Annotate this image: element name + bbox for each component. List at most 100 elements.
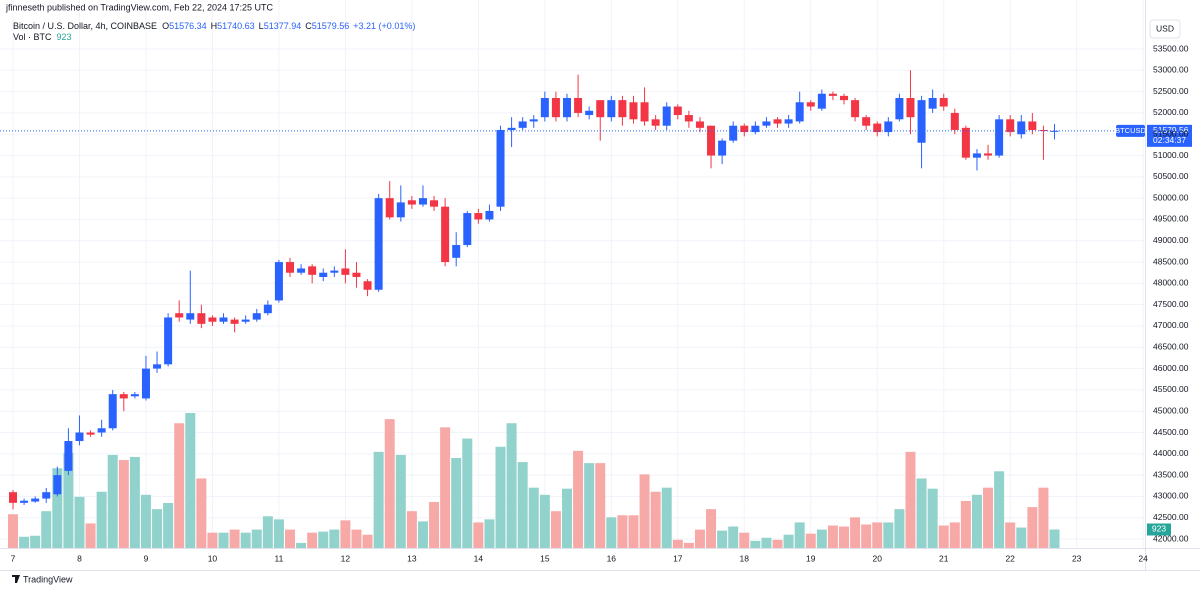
candle-body [928,98,937,109]
candle-body [939,98,948,107]
x-tick-label: 19 [806,553,816,563]
candle-body [817,93,826,109]
volume-bar [528,487,539,548]
candle-body [873,123,882,133]
volume-bar [451,458,462,548]
candle-body [75,432,84,442]
candle-body [119,394,128,399]
volume-bar [52,468,63,548]
candle-body [474,213,483,220]
volume-bar [484,519,495,548]
legend-ohlc-label: O [162,21,169,31]
y-tick-label: 53000.00 [1153,65,1189,75]
currency-box[interactable] [1149,19,1181,39]
volume-bar [329,529,340,548]
candle-body [884,121,893,133]
volume-bar [85,523,96,548]
volume-bar [1016,527,1027,548]
candle-body [1028,121,1037,130]
candle-body [430,200,439,207]
candle-body [707,125,716,156]
y-tick-label: 53500.00 [1153,43,1189,53]
legend-ohlc-value: 51377.94 [264,21,302,31]
volume-bar [883,522,894,548]
y-tick-label: 44000.00 [1153,448,1189,458]
volume-pane [8,413,1060,548]
currency-label[interactable]: USD [1156,23,1174,33]
volume-bar [373,451,384,548]
candle-body [297,268,306,273]
x-tick-label: 22 [1005,553,1015,563]
x-tick-label: 7 [11,553,16,563]
volume-bar [562,488,572,548]
candle-body [563,98,571,118]
candle-body [153,364,162,369]
legend-volume-name: Vol · BTC [13,32,52,42]
volume-bar [1005,522,1016,548]
price-tag: 51579.56 [1153,125,1189,135]
candle-body [175,313,184,318]
candle-body [363,281,372,290]
y-tick-label: 42500.00 [1153,512,1189,522]
volume-bar [251,529,262,548]
volume-bar [739,532,750,548]
candle-body [64,441,73,471]
symbol-tag-bg [1116,124,1145,137]
volume-bar [717,530,728,548]
legend-change: +3.21 (+0.01%) [353,21,415,31]
candle-body [518,121,527,128]
x-tick-label: 24 [1138,553,1148,563]
volume-bar [196,478,207,548]
candle-body [862,117,871,126]
volume-bar [229,529,240,548]
x-tick-label: 12 [341,553,351,563]
volume-bar [262,516,273,548]
volume-bar [296,542,307,548]
y-tick-label: 42000.00 [1153,533,1189,543]
candle-body [496,129,505,207]
countdown: 02:34:37 [1153,135,1186,145]
candle-body [263,304,272,314]
volume-bar [185,413,196,548]
candle-body [274,262,283,301]
volume-bar [174,423,185,548]
x-tick-label: 8 [77,553,82,563]
y-tick-label: 44500.00 [1153,427,1189,437]
x-tick-label: 9 [144,553,149,563]
volume-bar [850,517,861,548]
volume-bar [661,487,672,548]
candle-body [352,272,361,277]
y-tick-label: 43500.00 [1153,469,1189,479]
volume-bar [517,462,528,548]
legend-ohlc-value: 51579.56 [312,21,350,31]
candle-body [219,317,228,322]
y-tick-label: 49000.00 [1153,235,1189,245]
y-tick-label: 52500.00 [1153,86,1189,96]
candle-body [341,268,350,275]
volume-bar [617,515,628,548]
volume-bar [74,496,85,548]
volume-bar [395,454,406,548]
y-tick-label: 50500.00 [1153,171,1189,181]
candle-body [596,100,605,118]
legend-symbol: Bitcoin / U.S. Dollar, 4h, COINBASE [13,21,157,31]
candle-body [308,266,317,275]
volume-bar [971,494,982,548]
candle-body [740,125,749,133]
candle-body [31,498,40,502]
volume-bar [816,529,827,548]
publisher-line: jfinneseth published on TradingView.com,… [5,2,274,12]
candle-body [729,125,738,141]
candle-body [784,119,793,124]
y-tick-label: 43000.00 [1153,491,1189,501]
legend-ohlc-label: L [259,21,264,31]
volume-bar [783,534,794,548]
candle-body [441,206,450,263]
y-tick-label: 49500.00 [1153,214,1189,224]
candle-body [208,317,217,322]
candle-body [695,121,704,128]
y-tick-label: 51000.00 [1153,150,1189,160]
candle-body [452,245,461,258]
candle-body [241,319,250,322]
x-tick-label: 21 [939,553,949,563]
